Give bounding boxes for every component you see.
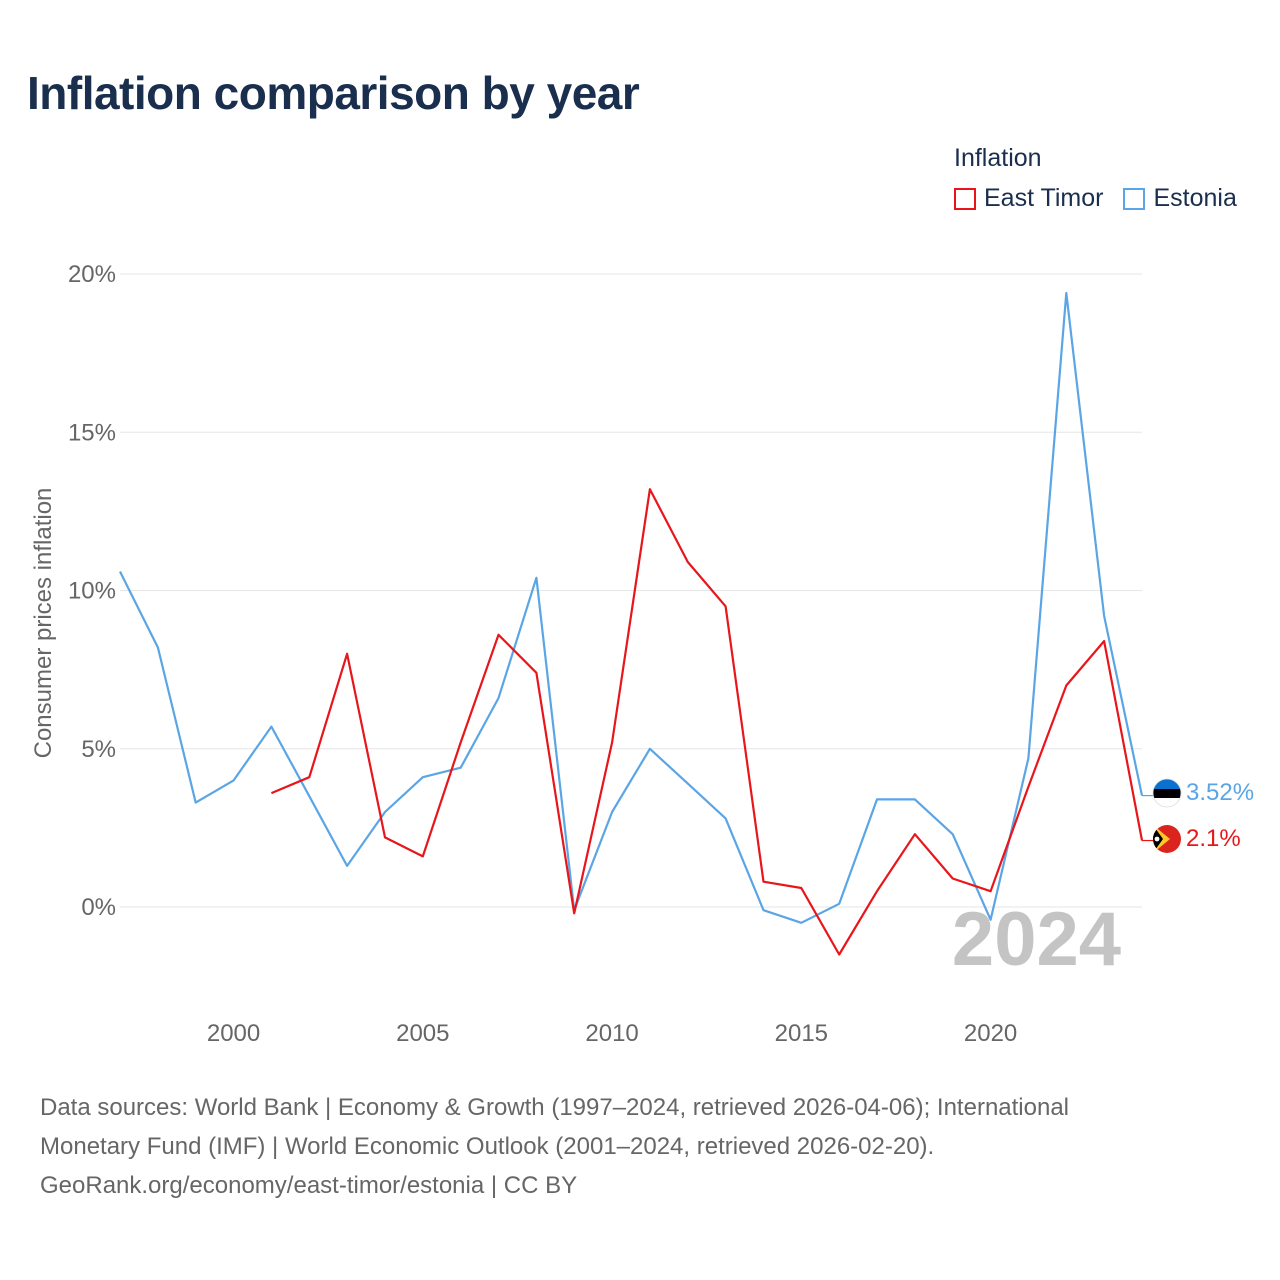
x-tick-label: 2005 — [396, 1020, 449, 1047]
year-overlay: 2024 — [952, 897, 1121, 982]
source-line-1: Data sources: World Bank | Economy & Gro… — [40, 1094, 1070, 1121]
x-tick-label: 2020 — [964, 1020, 1017, 1047]
y-tick-label: 5% — [81, 736, 116, 763]
y-tick-label: 10% — [68, 578, 116, 605]
y-tick-label: 20% — [68, 261, 116, 288]
y-axis-label: Consumer prices inflation — [30, 488, 57, 759]
legend: East Timor Estonia — [954, 184, 1237, 213]
source-line-2: Monetary Fund (IMF) | World Economic Out… — [40, 1133, 935, 1160]
y-axis-ticks: 0% 5% 10% 15% 20% — [68, 261, 116, 921]
x-tick-label: 2015 — [775, 1020, 828, 1047]
end-label-estonia: 3.52% — [1186, 779, 1254, 806]
end-label-east-timor: 2.1% — [1186, 825, 1241, 852]
legend-swatch-estonia — [1123, 187, 1146, 210]
line-chart: 0% 5% 10% 15% 20% 2000 2005 2010 2015 2020 Consu… — [30, 261, 1254, 1047]
chart-title: Inflation comparison by year — [27, 67, 640, 119]
source-line-3: GeoRank.org/economy/east-timor/estonia |… — [40, 1172, 578, 1199]
series-lines — [119, 291, 1154, 956]
y-tick-label: 15% — [68, 419, 116, 446]
series-line-east-timor[interactable] — [270, 488, 1144, 956]
x-axis-ticks: 2000 2005 2010 2015 2020 — [207, 1020, 1017, 1047]
legend-label-estonia: Estonia — [1153, 184, 1237, 212]
estonia-flag-icon — [1152, 778, 1182, 808]
legend-item-east-timor[interactable]: East Timor — [954, 184, 1103, 213]
legend-item-estonia[interactable]: Estonia — [1123, 184, 1237, 213]
x-tick-label: 2010 — [585, 1020, 638, 1047]
grid-lines — [120, 273, 1142, 908]
source-note: Data sources: World Bank | Economy & Gro… — [40, 1088, 1240, 1205]
y-tick-label: 0% — [81, 894, 116, 921]
legend-label-east-timor: East Timor — [984, 184, 1104, 212]
legend-swatch-east-timor — [954, 187, 976, 210]
legend-title: Inflation — [954, 144, 1042, 172]
x-tick-label: 2000 — [207, 1020, 260, 1047]
end-markers: 3.52% 2.1% — [1152, 778, 1254, 853]
east-timor-flag-icon — [1153, 825, 1181, 853]
series-line-estonia[interactable] — [119, 291, 1144, 924]
